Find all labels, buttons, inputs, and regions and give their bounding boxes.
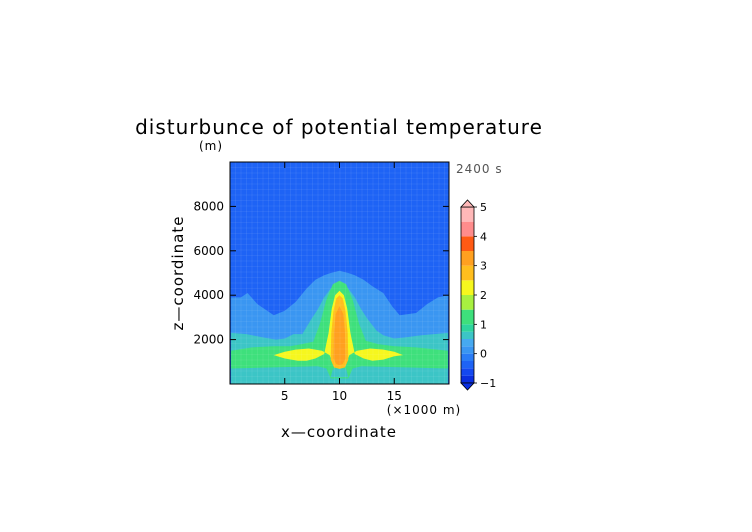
y-axis: 2000 4000 6000 8000 [193, 199, 449, 347]
colorbar-level-15 [461, 207, 474, 222]
colorbar-extend-max [460, 199, 475, 208]
colorbar-tick-label: 0 [480, 348, 487, 361]
colorbar-tick-label: 4 [480, 230, 487, 243]
colorbar-level-6 [461, 331, 474, 339]
y-unit-label: (m) [199, 139, 223, 153]
plot-gridlines [230, 162, 449, 384]
colorbar-level-7 [461, 324, 474, 332]
contour-region-3 [330, 368, 349, 378]
colorbar-level-5 [461, 339, 474, 347]
y-tick-label: 6000 [193, 244, 224, 258]
y-tick-label: 4000 [193, 288, 224, 302]
colorbar: 5 4 3 2 1 0 −1 [460, 199, 496, 391]
y-tick-label: 2000 [193, 333, 224, 347]
colorbar-level-13 [461, 236, 474, 251]
colorbar-tick-label: 2 [480, 289, 487, 302]
colorbar-tick-label: 3 [480, 260, 487, 273]
colorbar-level-3 [461, 353, 474, 361]
y-axis-label: z—coordinate [169, 216, 187, 331]
chart-title: disturbunce of potential temperature [135, 115, 543, 139]
x-tick-label: 5 [281, 389, 289, 403]
x-tick-label: 15 [387, 389, 402, 403]
contour-region-6 [333, 306, 346, 366]
colorbar-tick-label: 1 [480, 318, 487, 331]
x-unit-label: (×1000 m) [387, 403, 461, 417]
x-axis: 5 10 15 [281, 162, 402, 403]
colorbar-level-11 [461, 265, 474, 281]
colorbar-tick-label: −1 [480, 377, 496, 390]
colorbar-level-1 [461, 368, 474, 376]
colorbar-level-8 [461, 309, 474, 325]
colorbar-level-2 [461, 361, 474, 369]
colorbar-extend-min [460, 382, 475, 391]
x-axis-label: x—coordinate [281, 423, 397, 441]
contour-regions [231, 270, 448, 384]
y-tick-label: 8000 [193, 199, 224, 213]
colorbar-level-10 [461, 280, 474, 295]
colorbar-level-9 [461, 295, 474, 310]
colorbar-level-12 [461, 251, 474, 266]
colorbar-tick-label: 5 [480, 201, 487, 214]
colorbar-level-14 [461, 221, 474, 237]
time-label: 2400 s [456, 162, 503, 176]
colorbar-level-0 [461, 375, 474, 383]
x-tick-label: 10 [332, 389, 347, 403]
colorbar-level-4 [461, 346, 474, 354]
plot-area: 5 10 15 2000 4000 6000 8000 [193, 161, 450, 403]
